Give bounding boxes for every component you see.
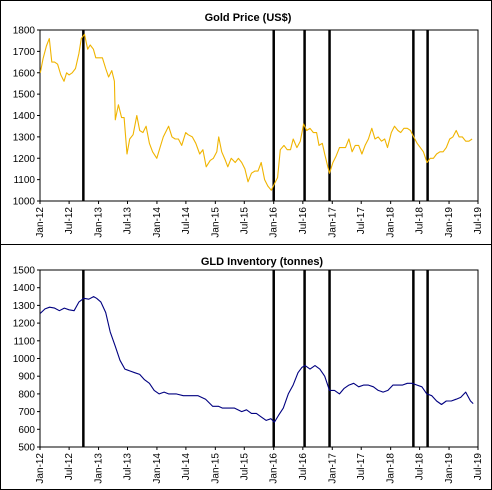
gld-y-tick-label: 1500 — [13, 266, 36, 277]
gld-x-tick-label: Jan-15 — [210, 453, 221, 484]
gld-x-tick-label: Jan-13 — [94, 453, 105, 484]
gld-y-tick-label: 1200 — [13, 319, 36, 330]
gold-x-tick-label: Jul-17 — [356, 207, 367, 235]
gold-x-tick-label: Jan-12 — [35, 207, 46, 238]
gold-y-tick-label: 1300 — [13, 132, 36, 143]
gold-x-tick-label: Jan-14 — [152, 207, 163, 238]
gld-y-tick-label: 1300 — [13, 301, 36, 312]
gld-x-tick-label: Jul-12 — [64, 453, 75, 481]
gold-price-panel: Gold Price (US$) 1000 1100 1200 1300 1400 150… — [13, 12, 484, 238]
gold-x-tick-label: Jul-15 — [239, 207, 250, 235]
gld-x-tick-label: Jul-17 — [356, 453, 367, 481]
gld-plot-area — [39, 269, 479, 448]
gold-y-tick-label: 1400 — [13, 111, 36, 122]
gld-y-tick-label: 800 — [18, 389, 35, 400]
gold-y-tick-label: 1600 — [13, 68, 36, 79]
gld-y-tick-label: 500 — [18, 443, 35, 454]
gold-x-tick-label: Jan-13 — [94, 207, 105, 238]
gold-y-tick-label: 1500 — [13, 90, 36, 101]
gld-x-tick-label: Jul-18 — [415, 453, 426, 481]
gold-x-tick-label: Jan-18 — [386, 207, 397, 238]
gld-x-tick-label: Jan-18 — [386, 453, 397, 484]
gold-x-tick-label: Jan-17 — [327, 207, 338, 238]
gld-x-tick-label: Jan-12 — [35, 453, 46, 484]
gld-x-tick-label: Jan-16 — [269, 453, 280, 484]
gld-y-tick-label: 1100 — [13, 336, 35, 347]
gld-x-tick-label: Jul-16 — [298, 453, 309, 481]
gld-y-tick-label: 700 — [18, 407, 35, 418]
gld-x-tick-label: Jan-17 — [327, 453, 338, 484]
gold-x-tick-label: Jan-16 — [269, 207, 280, 238]
gold-x-tick-label: Jul-14 — [181, 207, 192, 235]
gold-plot-area — [39, 29, 479, 202]
gld-x-tick-label: Jul-14 — [181, 453, 192, 481]
gold-y-tick-label: 1200 — [13, 154, 36, 165]
gld-y-tick-label: 1400 — [13, 283, 36, 294]
gold-y-tick-label: 1800 — [13, 26, 36, 37]
gold-x-tick-label: Jul-12 — [64, 207, 75, 235]
gld-x-tick-label: Jul-15 — [239, 453, 250, 481]
gold-x-tick-label: Jan-19 — [444, 207, 455, 238]
gold-y-tick-label: 1700 — [13, 47, 36, 58]
gold-x-tick-label: Jul-18 — [415, 207, 426, 235]
gold-y-tick-label: 1000 — [13, 197, 36, 208]
gold-x-tick-label: Jul-19 — [473, 207, 484, 235]
gold-y-tick-label: 1100 — [13, 175, 35, 186]
gld-inventory-panel: GLD Inventory (tonnes) 500 600 700 800 900 10… — [13, 256, 484, 484]
gold-x-tick-label: Jan-15 — [210, 207, 221, 238]
gld-x-tick-label: Jan-14 — [152, 453, 163, 484]
gld-x-tick-label: Jan-19 — [444, 453, 455, 484]
gold-x-tick-label: Jul-16 — [298, 207, 309, 235]
gold-series-line — [39, 33, 473, 191]
gold-price-title: Gold Price (US$) — [205, 12, 292, 24]
gld-inventory-title: GLD Inventory (tonnes) — [201, 256, 324, 268]
gold-x-tick-label: Jul-13 — [123, 207, 134, 235]
gld-x-tick-label: Jul-19 — [473, 453, 484, 481]
gld-series-line — [39, 296, 474, 423]
gld-y-tick-label: 900 — [18, 372, 35, 383]
gld-y-tick-label: 1000 — [13, 354, 36, 365]
gld-x-tick-label: Jul-13 — [123, 453, 134, 481]
gld-y-tick-label: 600 — [18, 425, 35, 436]
